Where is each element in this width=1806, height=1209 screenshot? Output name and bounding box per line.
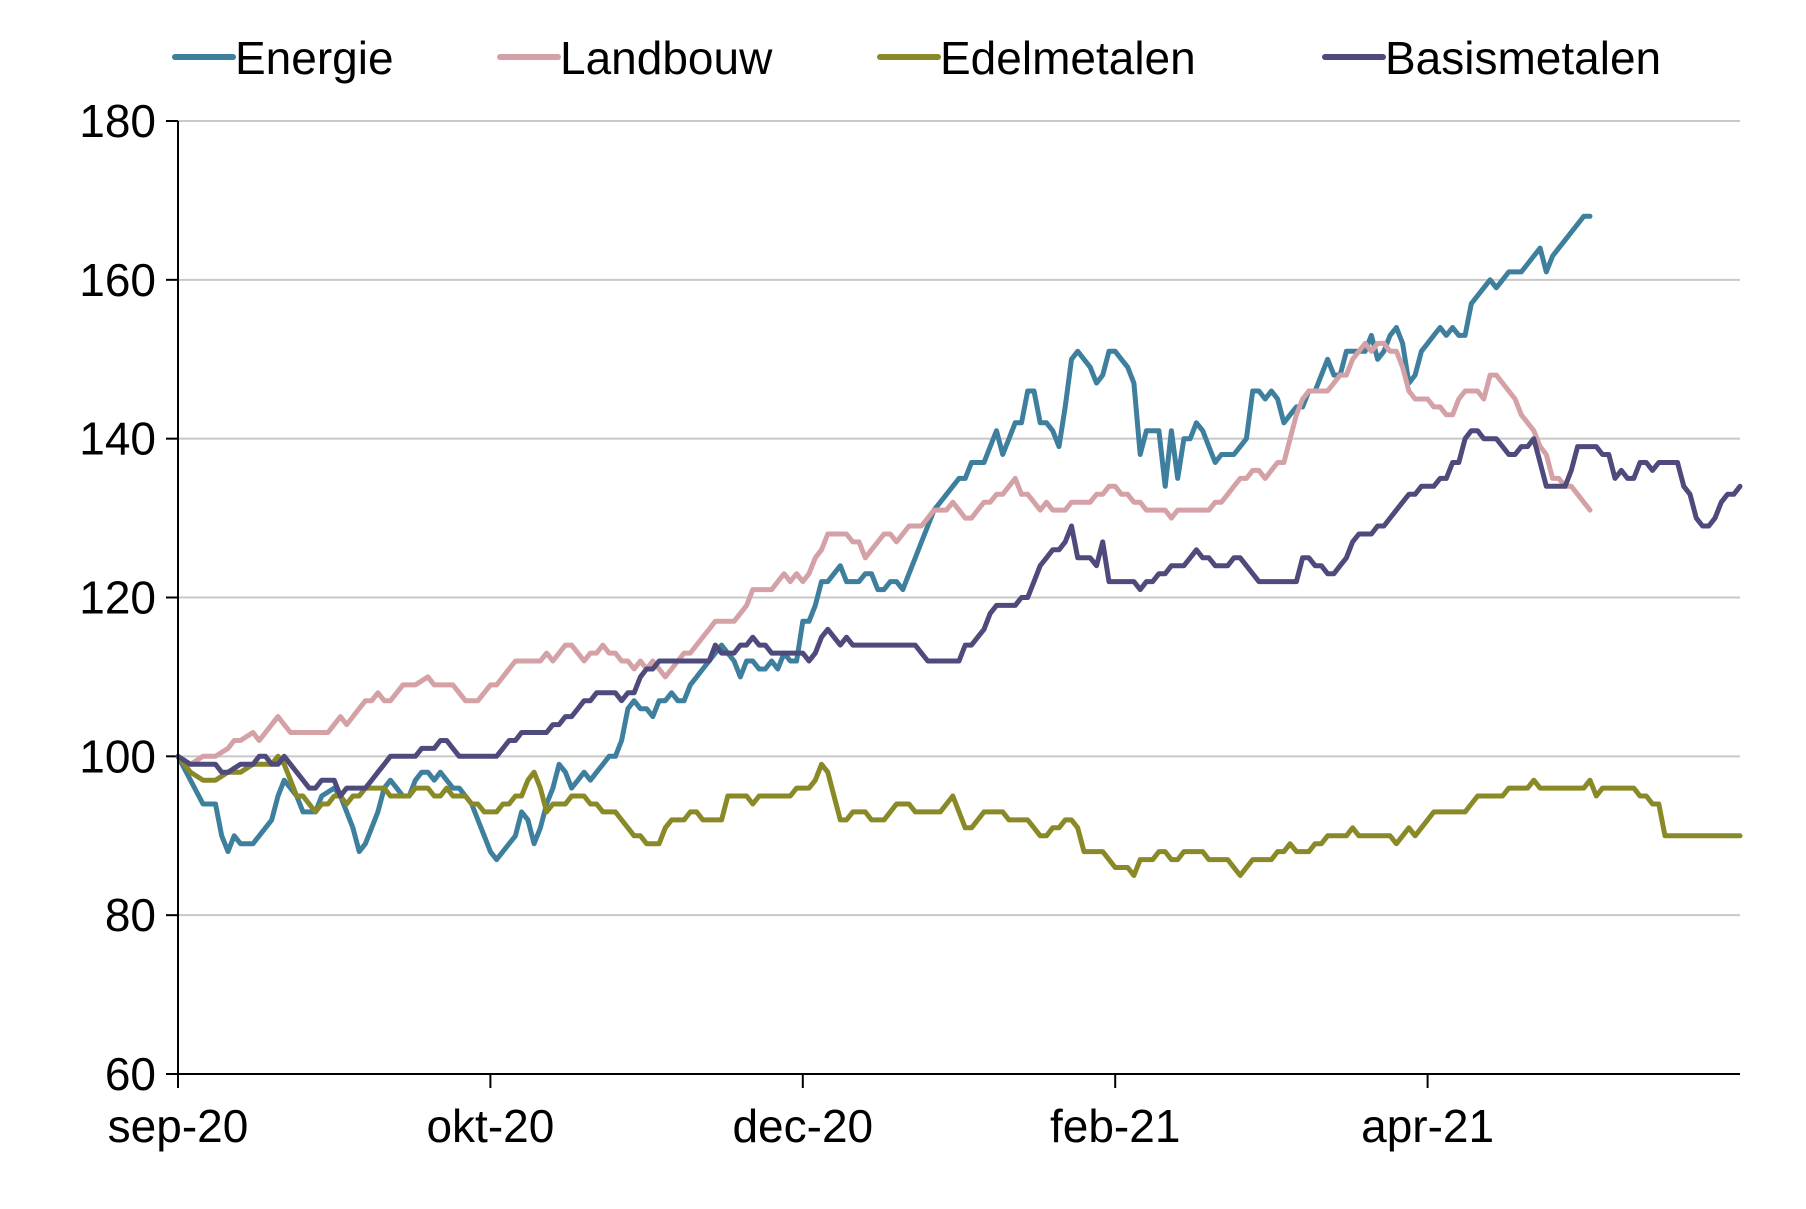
x-tick-label: dec-20 (732, 1100, 873, 1152)
legend-label-basismetalen: Basismetalen (1385, 32, 1661, 84)
series-lines (175, 213, 1743, 878)
x-tick-label: okt-20 (426, 1100, 554, 1152)
x-axis-ticks: sep-20 okt-20 dec-20 feb-21 apr-21 (108, 1074, 1494, 1152)
gridlines (178, 120, 1740, 917)
y-tick-label: 140 (79, 413, 156, 465)
x-tick-label: sep-20 (108, 1100, 249, 1152)
y-tick-label: 60 (105, 1048, 156, 1100)
legend: Energie Landbouw Edelmetalen Basismetalen (172, 32, 1661, 84)
axes (177, 121, 1740, 1075)
legend-label-energie: Energie (235, 32, 394, 84)
x-tick-label: apr-21 (1361, 1100, 1494, 1152)
y-tick-label: 180 (79, 95, 156, 147)
y-tick-label: 100 (79, 730, 156, 782)
series-line-landbouw (175, 340, 1593, 767)
legend-label-edelmetalen: Edelmetalen (940, 32, 1196, 84)
legend-label-landbouw: Landbouw (560, 32, 773, 84)
y-axis-ticks: 60 80 100 120 140 160 180 (79, 95, 178, 1100)
x-tick-label: feb-21 (1050, 1100, 1180, 1152)
y-tick-label: 120 (79, 572, 156, 624)
y-tick-label: 80 (105, 889, 156, 941)
y-tick-label: 160 (79, 254, 156, 306)
series-line-edelmetalen (175, 753, 1743, 878)
series-line-basismetalen (175, 428, 1743, 799)
